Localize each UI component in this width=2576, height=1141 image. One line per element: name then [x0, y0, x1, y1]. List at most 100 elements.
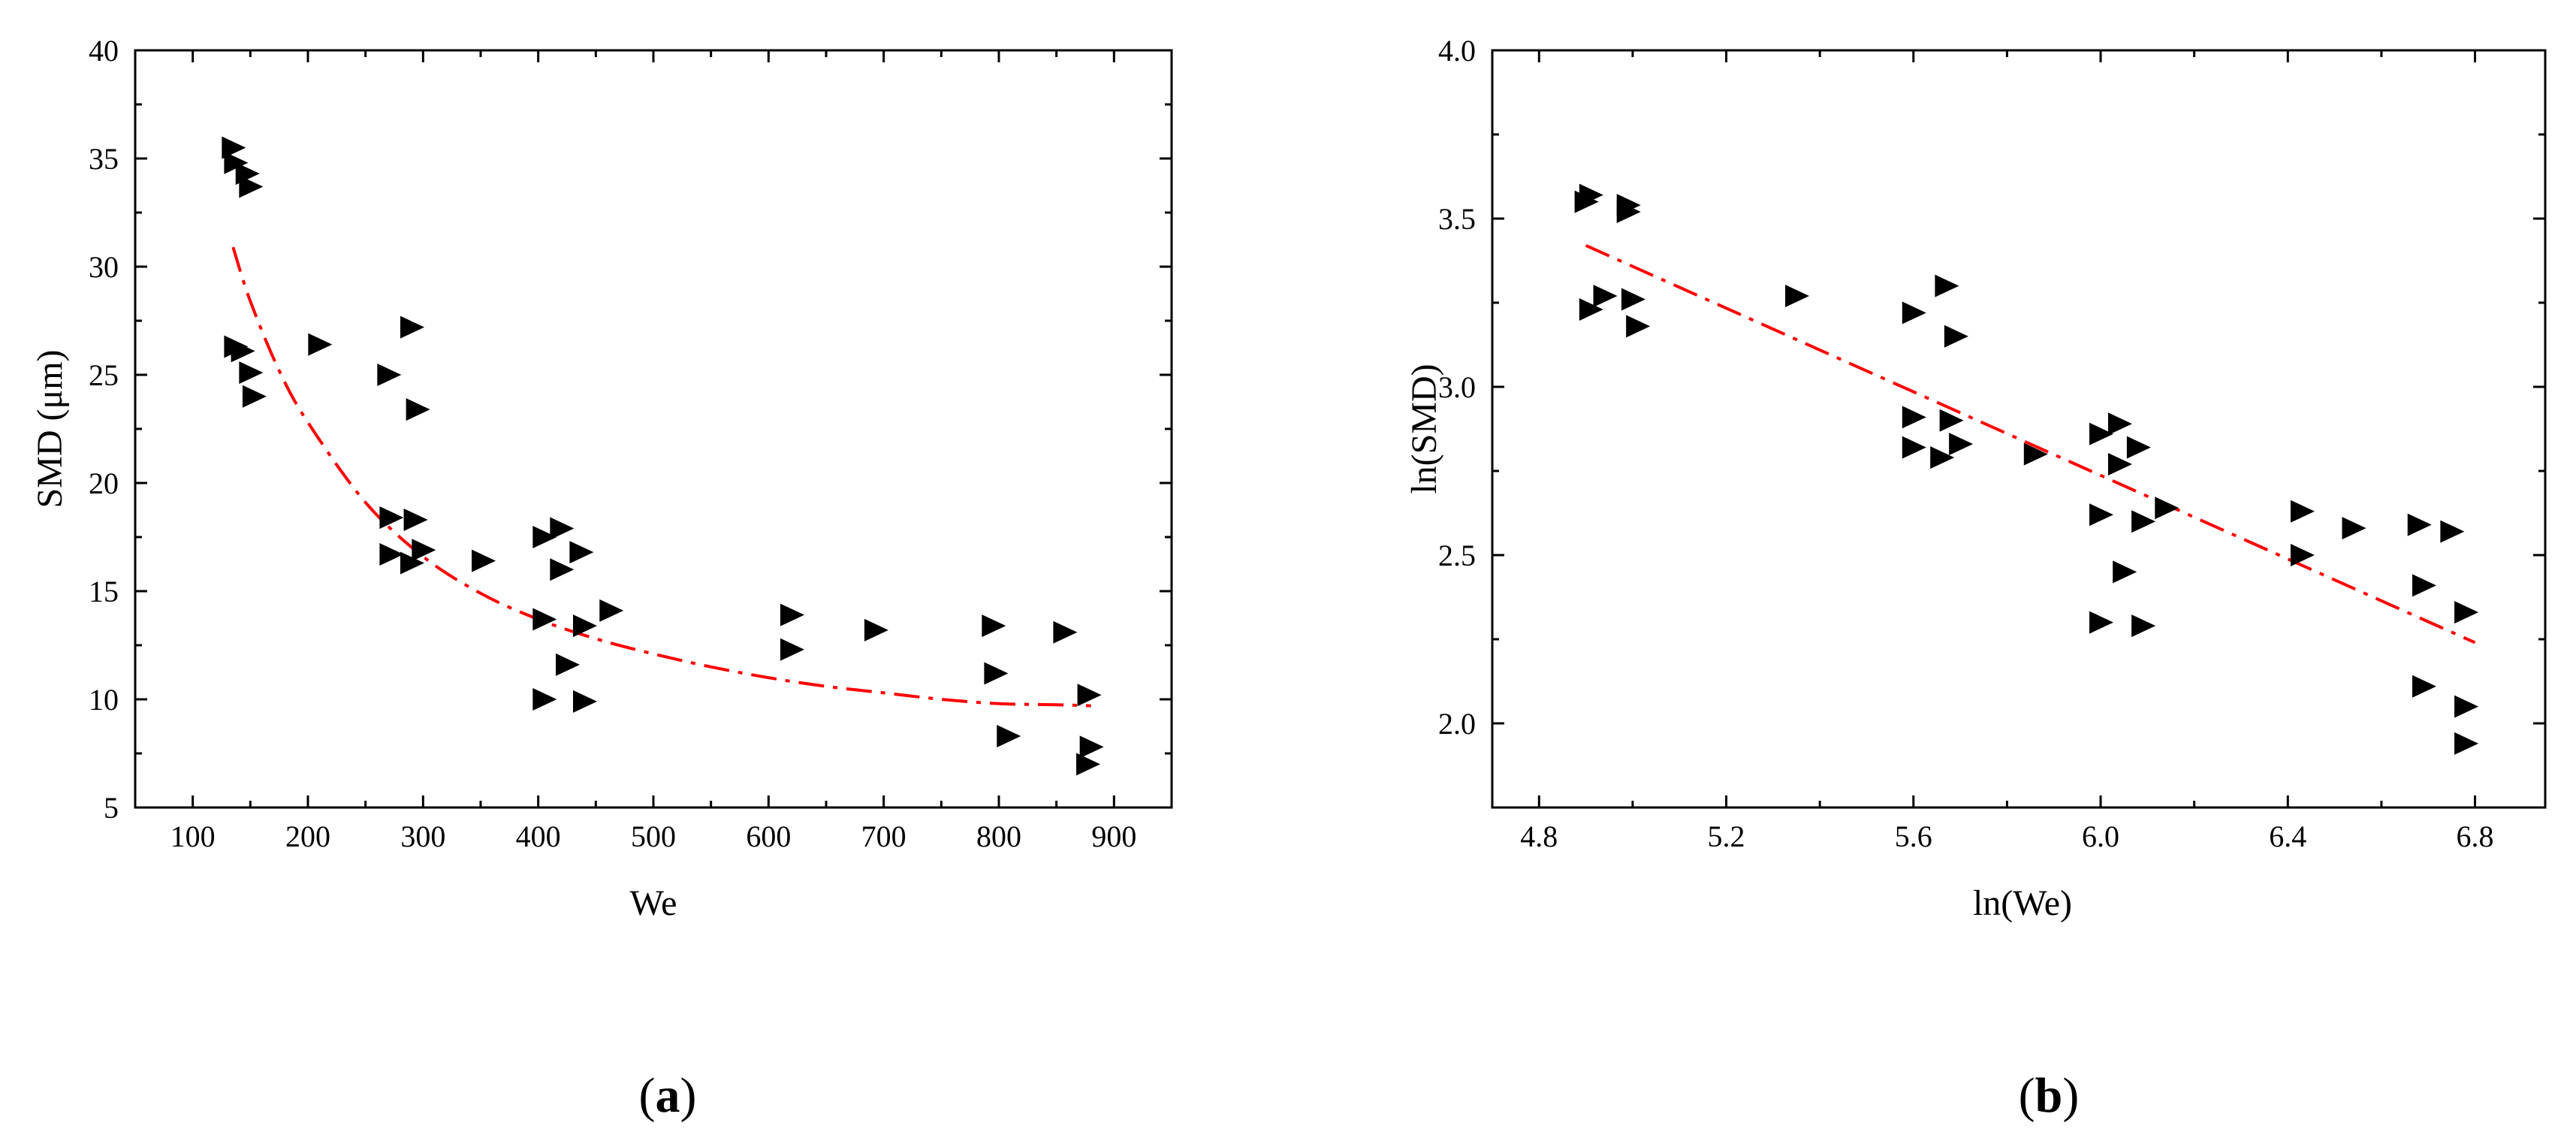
data-point: [2089, 422, 2114, 445]
data-point: [1949, 433, 1974, 456]
data-point: [997, 724, 1021, 747]
data-point: [2107, 453, 2132, 476]
x-tick-label: 6.0: [2082, 820, 2119, 853]
y-tick-label: 40: [89, 34, 119, 68]
data-point: [2126, 436, 2151, 459]
data-point: [379, 543, 404, 566]
data-point: [231, 340, 255, 363]
x-tick-label: 6.4: [2269, 820, 2306, 853]
x-tick-label: 500: [631, 820, 676, 853]
y-tick-labels-b: 2.0 2.5 3.0 3.5 4.0: [1438, 34, 1476, 741]
data-point: [406, 398, 430, 421]
x-tick-label: 5.2: [1708, 820, 1745, 853]
data-point: [1574, 190, 1599, 213]
x-axis-title-b: ln(We): [1973, 883, 2072, 923]
caption-b: (b): [2019, 1068, 2080, 1123]
plot-frame-a: [134, 49, 1173, 809]
data-point: [412, 539, 436, 562]
y-tick-label: 2.0: [1438, 707, 1476, 741]
data-point: [1935, 274, 1959, 297]
data-point: [1616, 201, 1641, 224]
data-point: [573, 614, 597, 638]
x-tick-label: 5.6: [1895, 820, 1932, 853]
y-tick-label: 3.5: [1438, 202, 1476, 236]
x-tick-label: 4.8: [1520, 820, 1558, 853]
data-point: [239, 175, 264, 198]
data-point: [2113, 560, 2137, 584]
data-points-b: [1574, 183, 2479, 755]
data-point: [550, 517, 575, 540]
y-tick-label: 5: [104, 791, 119, 825]
data-point: [532, 526, 557, 548]
data-point: [1902, 436, 1926, 459]
x-tick-label: 900: [1091, 820, 1136, 853]
x-tick-label: 6.8: [2457, 820, 2494, 853]
x-tick-labels-a: 100 200 300 400 500 600 700 800 900: [170, 820, 1137, 853]
x-tick-labels-b: 4.8 5.2 5.6 6.0 6.4 6.8: [1520, 820, 2493, 853]
data-point: [2454, 732, 2479, 755]
data-point: [2407, 513, 2432, 536]
data-point: [403, 508, 428, 531]
data-point: [308, 333, 333, 356]
x-axis-title-a: We: [630, 883, 677, 923]
data-point: [1626, 315, 1651, 338]
x-tick-label: 300: [400, 820, 445, 853]
data-point: [780, 638, 804, 661]
data-point: [472, 549, 496, 572]
data-point: [573, 690, 597, 713]
data-point: [1939, 409, 1964, 432]
data-point: [2290, 544, 2315, 566]
data-point: [2412, 675, 2436, 698]
data-point: [1593, 285, 1618, 308]
y-tick-label: 2.5: [1438, 539, 1476, 572]
plot-frame-b: [1491, 49, 2547, 809]
x-tick-label: 400: [516, 820, 561, 853]
data-point: [1076, 753, 1101, 776]
y-tick-label: 4.0: [1438, 34, 1476, 68]
data-point: [780, 603, 804, 626]
data-point: [1902, 406, 1926, 429]
data-point: [1785, 285, 1810, 308]
y-tick-label: 30: [89, 250, 119, 284]
data-point: [532, 688, 557, 711]
data-point: [864, 618, 888, 641]
y-tick-label: 10: [89, 683, 119, 717]
data-point: [400, 315, 424, 339]
y-axis-title-b: ln(SMD): [1404, 364, 1444, 494]
y-tick-label: 15: [89, 575, 119, 608]
y-tick-label: 35: [89, 142, 119, 176]
y-tick-label: 3.0: [1438, 370, 1476, 404]
data-point: [556, 653, 580, 676]
x-tick-label: 100: [170, 820, 216, 853]
data-point: [239, 361, 264, 385]
data-point: [2342, 517, 2366, 540]
data-point: [1077, 684, 1102, 707]
x-tick-label: 800: [976, 820, 1021, 853]
data-point: [1079, 735, 1104, 759]
data-point: [1053, 620, 1078, 644]
data-point: [2155, 497, 2179, 520]
data-point: [2089, 611, 2114, 634]
data-point: [400, 551, 424, 575]
data-point: [2290, 500, 2315, 523]
data-points-a: [222, 136, 1104, 776]
chart-a: 100 200 300 400 500 600 700 800 900 5 10 15 20 25 30 3…: [30, 34, 1173, 1123]
data-point: [2454, 695, 2479, 718]
y-tick-label: 20: [89, 466, 119, 500]
x-tick-label: 700: [861, 820, 906, 853]
data-point: [2454, 601, 2479, 624]
y-tick-label: 25: [89, 358, 119, 392]
data-point: [377, 364, 402, 386]
data-point: [1621, 288, 1645, 311]
data-point: [532, 608, 557, 631]
y-axis-title-a: SMD (μm): [30, 349, 70, 508]
data-point: [2131, 614, 2156, 638]
y-tick-labels-a: 5 10 15 20 25 30 35 40: [89, 34, 119, 825]
data-point: [1944, 324, 1968, 348]
data-point: [984, 662, 1009, 685]
data-point: [2089, 503, 2114, 527]
data-point: [2440, 520, 2465, 543]
caption-a: (a): [639, 1068, 697, 1123]
data-point: [379, 506, 404, 530]
